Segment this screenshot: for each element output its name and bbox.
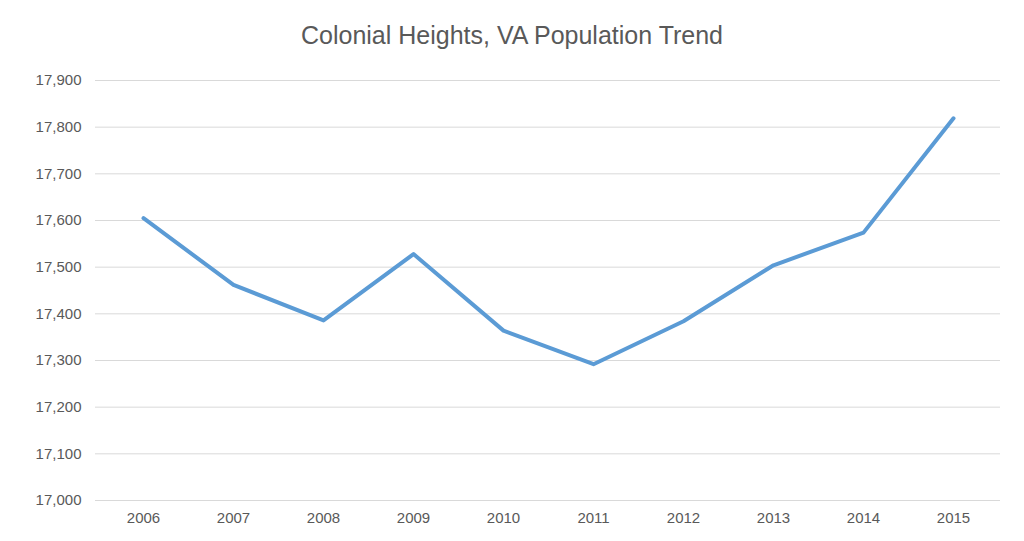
- svg-text:2007: 2007: [217, 509, 250, 526]
- svg-text:17,400: 17,400: [36, 305, 82, 322]
- svg-text:17,700: 17,700: [36, 165, 82, 182]
- svg-text:2008: 2008: [307, 509, 340, 526]
- html-text:Colonial Heights, VA Populatio: Colonial Heights, VA Population Trend: [301, 21, 723, 49]
- svg-text:2014: 2014: [847, 509, 880, 526]
- svg-text:17,800: 17,800: [36, 118, 82, 135]
- svg-text:17,100: 17,100: [36, 445, 82, 462]
- svg-text:2013: 2013: [757, 509, 790, 526]
- svg-text:17,900: 17,900: [36, 71, 82, 88]
- svg-text:2012: 2012: [667, 509, 700, 526]
- svg-text:17,200: 17,200: [36, 398, 82, 415]
- svg-text:2006: 2006: [127, 509, 160, 526]
- svg-text:17,000: 17,000: [36, 491, 82, 508]
- svg-text:2009: 2009: [397, 509, 430, 526]
- svg-text:2011: 2011: [577, 509, 609, 526]
- svg-text:17,600: 17,600: [36, 211, 82, 228]
- svg-text:2010: 2010: [487, 509, 520, 526]
- svg-text:2015: 2015: [937, 509, 970, 526]
- svg-text:17,300: 17,300: [36, 351, 82, 368]
- svg-text:17,500: 17,500: [36, 258, 82, 275]
